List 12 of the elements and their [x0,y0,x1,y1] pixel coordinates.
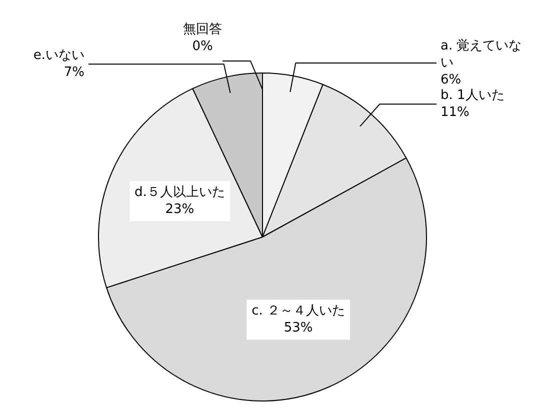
category-label: 無回答 [183,22,222,37]
data-label: 23% [165,202,194,218]
data-label: 6% [440,72,462,88]
data-label: 7% [64,65,84,80]
data-label: 11% [440,105,470,120]
slice-label: c. ２～４人いた [252,304,346,319]
slice-label: a. 覚えていない [440,38,522,70]
data-label: 53% [284,320,313,336]
text: 0% [192,38,213,54]
slice-label: e.いない [33,48,84,64]
slice-label: d.５人以上いた [134,185,225,200]
slice-label: b. 1人いた [440,88,504,104]
